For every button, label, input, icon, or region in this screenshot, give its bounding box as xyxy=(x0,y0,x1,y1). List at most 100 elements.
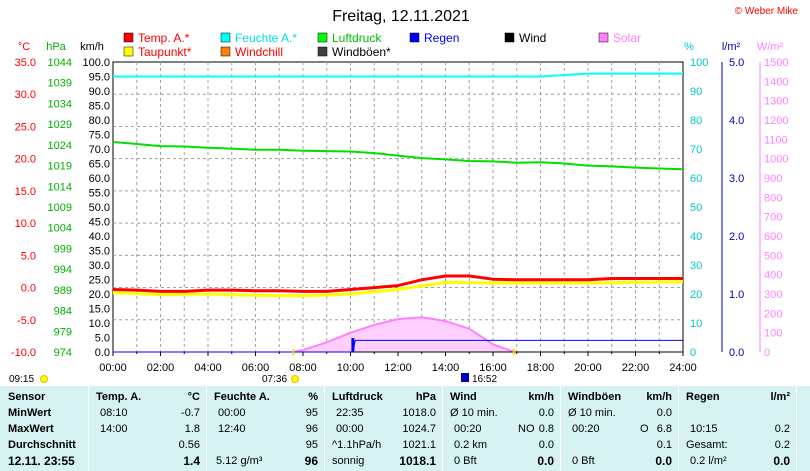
wind-tick-label: 100.0 xyxy=(82,57,110,69)
time-tick-label: 20:00 xyxy=(574,362,602,374)
pressure-tick-label: 1019 xyxy=(48,161,72,173)
solar-tick-label: 0 xyxy=(764,347,770,359)
temp-max-time: 14:00 xyxy=(100,423,128,435)
wind-head: Wind xyxy=(450,391,477,403)
row-label-avg: Durchschnitt xyxy=(8,439,76,451)
wind-tick-label: 0.0 xyxy=(95,347,110,359)
pressure-forecast: sonnig xyxy=(332,455,365,467)
pressure-tick-label: 1009 xyxy=(48,202,72,214)
wind-tick-label: 60.0 xyxy=(89,173,110,185)
humidity-tick-label: 10 xyxy=(690,318,702,330)
rain-tick-label: 2.0 xyxy=(729,231,744,243)
wind-avg10-label: Ø 10 min. xyxy=(450,407,498,419)
time-tick-label: 10:00 xyxy=(337,362,365,374)
temp-tick-label: 35.0 xyxy=(15,57,36,69)
rain-max-time: 10:15 xyxy=(690,423,718,435)
legend-swatch xyxy=(504,32,515,43)
temp-tick-label: -10.0 xyxy=(11,347,36,359)
temp-tick-label: 15.0 xyxy=(15,186,36,198)
pressure-min: 1018.0 xyxy=(402,407,436,419)
gust-unit: km/h xyxy=(646,391,672,403)
pressure-unit: hPa xyxy=(415,391,436,403)
gust-head: Windböen xyxy=(568,391,622,403)
humidity-dew: 5.12 g/m³ xyxy=(216,455,263,467)
wind-tick-label: 55.0 xyxy=(89,188,110,200)
wind-avg10: 0.0 xyxy=(538,407,554,419)
wind-avg: 0.0 xyxy=(538,439,554,451)
humidity-unit-label: % xyxy=(684,41,694,53)
wind-tick-label: 10.0 xyxy=(89,318,110,330)
sunset-icon xyxy=(461,373,469,382)
solar-tick-label: 1000 xyxy=(764,154,788,166)
humidity-tick-label: 90 xyxy=(690,86,702,98)
humidity-tick-label: 0 xyxy=(690,347,696,359)
time-tick-label: 22:00 xyxy=(622,362,650,374)
sunrise-time: 07:36 xyxy=(262,374,287,385)
time-tick-label: 02:00 xyxy=(147,362,175,374)
legend-label: Luftdruck xyxy=(332,31,382,45)
rain-bar xyxy=(351,338,355,352)
temp-tick-label: 0.0 xyxy=(21,283,36,295)
rain-head: Regen xyxy=(686,391,720,403)
chart-title: Freitag, 12.11.2021 xyxy=(332,8,470,25)
rain-tick-label: 0.0 xyxy=(729,347,744,359)
wind-tick-label: 30.0 xyxy=(89,260,110,272)
gust-max-time: 00:20 xyxy=(572,423,600,435)
legend-swatch xyxy=(598,32,609,43)
temp-max: 1.8 xyxy=(184,423,200,435)
temp-tick-label: 5.0 xyxy=(21,250,36,262)
temp-unit-label: °C xyxy=(18,41,30,53)
humidity-current: 96 xyxy=(304,454,318,468)
time-tick-label: 12:00 xyxy=(384,362,412,374)
solar-tick-label: 400 xyxy=(764,270,782,282)
wind-tick-label: 95.0 xyxy=(89,72,110,84)
legend-label: Feuchte A.* xyxy=(235,31,297,45)
rain-unit-label: l/m² xyxy=(722,41,741,53)
wind-tick-label: 70.0 xyxy=(89,144,110,156)
pressure-tick-label: 1014 xyxy=(48,181,72,193)
wind-tick-label: 35.0 xyxy=(89,246,110,258)
gust-current: 0.0 xyxy=(655,454,672,468)
temp-current: 1.4 xyxy=(183,454,200,468)
solar-tick-label: 900 xyxy=(764,173,782,185)
pressure-current: 1018.1 xyxy=(399,454,436,468)
humidity-head: Feuchte A. xyxy=(214,391,270,403)
rain-current: 0.2 l/m² xyxy=(690,455,727,467)
wind-tick-label: 5.0 xyxy=(95,333,110,345)
temp-tick-label: 10.0 xyxy=(15,218,36,230)
axes: 35.0 30.0 25.0 20.0 15.0 10.0 5.0 0.0 -5.0 -10.0 1… xyxy=(11,57,789,374)
legend-label: Wind xyxy=(519,31,546,45)
pressure-tick-label: 1024 xyxy=(48,140,72,152)
dewpoint-line xyxy=(112,280,684,298)
legend-swatch xyxy=(123,46,134,57)
gust-max: 6.8 xyxy=(656,423,672,435)
solar-tick-label: 1300 xyxy=(764,96,788,108)
wind-tick-label: 15.0 xyxy=(89,304,110,316)
humidity-avg: 95 xyxy=(305,439,318,451)
humidity-tick-label: 70 xyxy=(690,144,702,156)
pressure-tick-label: 994 xyxy=(54,264,72,276)
rain-max: 0.2 xyxy=(774,423,790,435)
wind-current: 0.0 xyxy=(537,454,554,468)
grid xyxy=(112,61,684,353)
data-series xyxy=(112,72,684,353)
temperature-line xyxy=(112,274,683,293)
row-label-min: MinWert xyxy=(8,407,52,419)
row-label-current: 12.11. 23:55 xyxy=(8,454,75,468)
pressure-tick-label: 979 xyxy=(54,326,72,338)
solar-tick-label: 100 xyxy=(764,328,782,340)
sunrise-icon xyxy=(291,375,299,383)
pressure-avg: 1021.1 xyxy=(402,439,436,451)
solar-unit-label: W/m² xyxy=(757,41,784,53)
time-tick-label: 14:00 xyxy=(432,362,460,374)
pressure-max: 1024.7 xyxy=(402,423,436,435)
time-tick-label: 18:00 xyxy=(527,362,555,374)
axis-units: °C hPa km/h% l/m² W/m² xyxy=(18,41,784,53)
pressure-line xyxy=(112,141,684,171)
temp-min-time: 08:10 xyxy=(100,407,128,419)
legend-label: Windböen* xyxy=(332,45,391,59)
pressure-tick-label: 974 xyxy=(54,347,72,359)
wind-max-time: 00:20 xyxy=(454,423,482,435)
pressure-head: Luftdruck xyxy=(332,391,383,403)
time-tick-label: 08:00 xyxy=(289,362,317,374)
